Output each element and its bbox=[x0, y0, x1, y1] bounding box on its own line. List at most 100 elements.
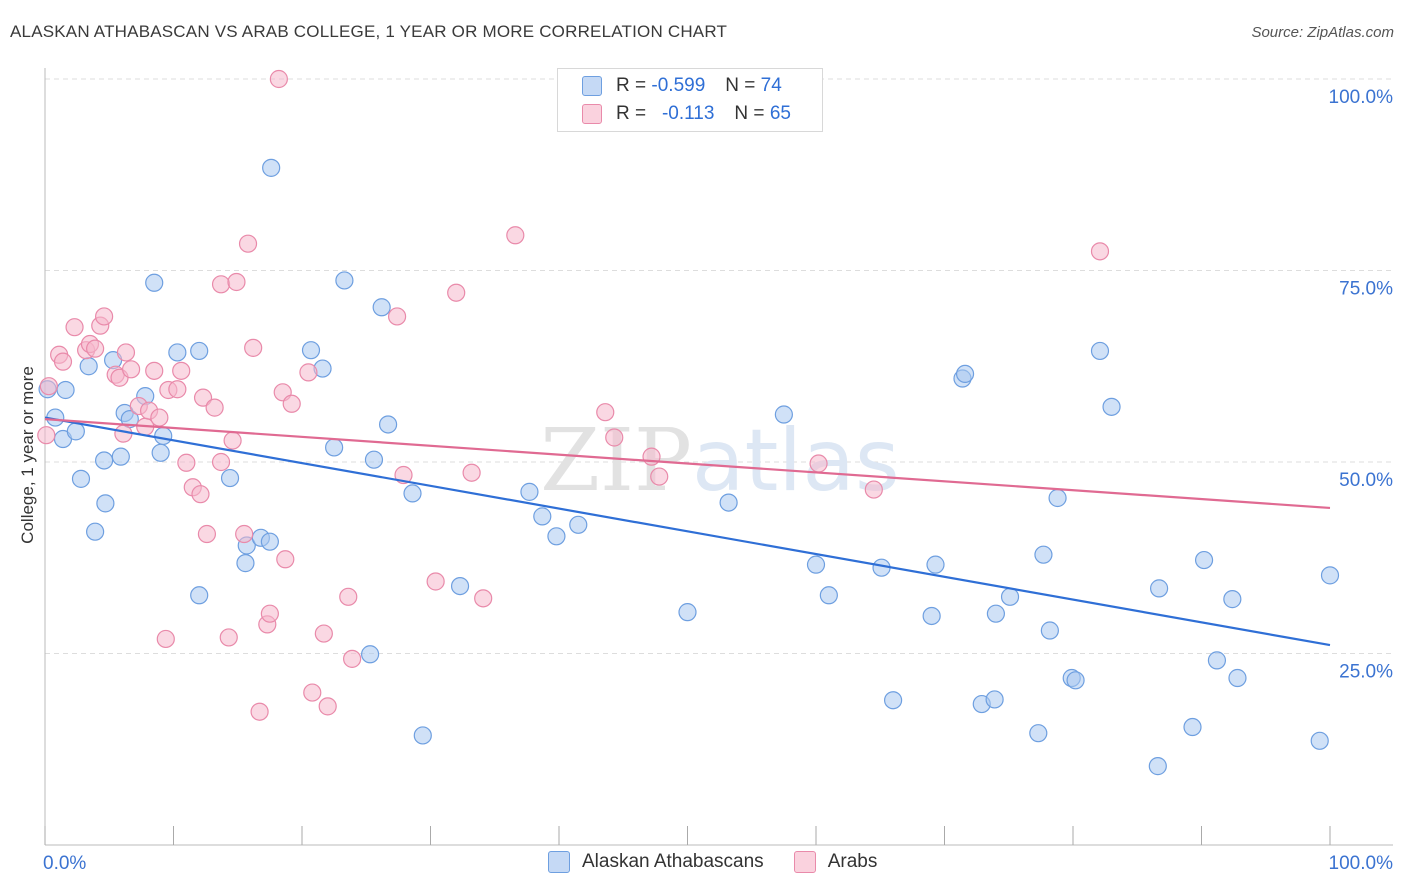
legend-n-value: 65 bbox=[769, 103, 791, 124]
athabascan-point bbox=[520, 482, 539, 501]
athabascan-point bbox=[955, 364, 975, 384]
athabascan-point bbox=[66, 422, 85, 441]
legend-n-value: 74 bbox=[760, 75, 782, 96]
arab-point bbox=[864, 480, 883, 499]
athabascan-point bbox=[926, 555, 945, 574]
athabascan-point bbox=[1029, 724, 1048, 743]
athabascan-point bbox=[1207, 651, 1227, 670]
athabascan-point bbox=[86, 522, 105, 541]
axes bbox=[44, 68, 1393, 846]
athabascan-point bbox=[372, 298, 391, 317]
legend-label: Arabs bbox=[827, 851, 878, 872]
athabascan-point bbox=[262, 158, 281, 177]
athabascan-point bbox=[986, 604, 1006, 623]
legend-row-arab: R = -0.113 N = 65 bbox=[582, 102, 791, 126]
legend-swatch-pink bbox=[793, 851, 816, 873]
x-tick-label: 0.0% bbox=[43, 853, 86, 874]
arab-point bbox=[145, 361, 164, 380]
arab-point bbox=[303, 683, 322, 702]
athabascan-point bbox=[1066, 671, 1085, 690]
arab-point bbox=[447, 283, 466, 302]
arab-point bbox=[191, 485, 210, 504]
arab-point bbox=[227, 272, 246, 292]
athabascan-point bbox=[168, 343, 187, 362]
arab-point bbox=[65, 318, 84, 337]
arab-point bbox=[211, 452, 231, 472]
athabascan-point bbox=[883, 691, 903, 710]
athabascan-point bbox=[1090, 341, 1110, 361]
legend-swatch-blue bbox=[582, 76, 602, 96]
legend-r-label: R = bbox=[616, 103, 647, 124]
athabascan-point bbox=[922, 606, 941, 626]
watermark: ZIPatlas bbox=[540, 411, 899, 511]
athabascan-point bbox=[79, 357, 98, 376]
athabascan-point bbox=[719, 493, 738, 512]
arab-point bbox=[116, 343, 136, 362]
arab-point bbox=[269, 69, 288, 89]
athabascan-point bbox=[450, 576, 470, 596]
legend-r-label: R = bbox=[616, 75, 647, 96]
athabascan-point bbox=[1223, 590, 1242, 609]
athabascan-point bbox=[95, 451, 114, 470]
athabascan-point bbox=[1040, 621, 1059, 640]
athabascan-point bbox=[547, 527, 566, 546]
y-tick-label: 75.0% bbox=[1339, 279, 1393, 300]
arab-point bbox=[219, 628, 238, 647]
arab-point bbox=[121, 360, 141, 379]
tick-labels: 25.0% 50.0% 75.0% 100.0% 0.0% 100.0% bbox=[43, 87, 1393, 874]
athabascan-point bbox=[774, 405, 793, 424]
arab-point bbox=[250, 702, 269, 721]
athabascan-point bbox=[260, 532, 279, 551]
y-tick-label: 50.0% bbox=[1339, 470, 1393, 491]
arab-point bbox=[276, 550, 295, 569]
athabascan-point bbox=[1102, 397, 1121, 416]
arab-point bbox=[605, 428, 624, 447]
athabascan-point bbox=[806, 555, 826, 574]
athabascan-point bbox=[819, 586, 838, 605]
data-points bbox=[37, 69, 1340, 776]
athabascan-point bbox=[678, 603, 697, 622]
arab-point bbox=[235, 524, 254, 544]
arab-point bbox=[650, 467, 669, 486]
athabascan-point bbox=[236, 554, 255, 573]
arab-point bbox=[244, 338, 263, 357]
athabascan-point bbox=[378, 415, 398, 434]
arab-point bbox=[642, 447, 661, 466]
legend-item-arab[interactable]: Arabs bbox=[793, 851, 878, 873]
series-legend: Alaskan Athabascans Arabs bbox=[548, 851, 907, 873]
athabascan-point bbox=[325, 438, 344, 457]
athabascan-point bbox=[190, 586, 209, 605]
legend-item-athabascan[interactable]: Alaskan Athabascans bbox=[548, 851, 764, 873]
legend-r-value: -0.599 bbox=[651, 75, 706, 96]
arab-point bbox=[223, 431, 242, 450]
arab-point bbox=[95, 307, 114, 326]
athabascan-trend-line bbox=[44, 416, 1331, 647]
athabascan-point bbox=[1320, 566, 1340, 585]
trend-lines bbox=[44, 416, 1331, 647]
arab-point bbox=[37, 426, 56, 445]
correlation-legend: R = -0.599 N = 74 R = -0.113 N = 65 bbox=[557, 68, 823, 132]
athabascan-point bbox=[361, 645, 380, 664]
athabascan-point bbox=[569, 515, 588, 534]
y-tick-label: 100.0% bbox=[1329, 87, 1394, 108]
y-tick-label: 25.0% bbox=[1339, 662, 1393, 683]
athabascan-point bbox=[154, 426, 173, 446]
athabascan-point bbox=[1149, 579, 1169, 598]
athabascan-point bbox=[96, 494, 115, 513]
x-tick-label: 100.0% bbox=[1329, 853, 1394, 874]
arab-point bbox=[387, 307, 407, 326]
athabascan-point bbox=[364, 450, 384, 469]
athabascan-point bbox=[403, 484, 422, 503]
athabascan-point bbox=[151, 443, 170, 462]
y-axis-label: College, 1 year or more bbox=[18, 366, 37, 544]
arab-point bbox=[596, 403, 615, 422]
athabascan-point bbox=[1048, 488, 1067, 508]
legend-n-label: N = bbox=[725, 75, 756, 96]
arab-point bbox=[339, 587, 358, 606]
arab-point bbox=[177, 453, 196, 472]
arab-point bbox=[156, 629, 175, 649]
arab-point bbox=[86, 339, 105, 358]
arab-point bbox=[211, 275, 231, 294]
arab-point bbox=[426, 572, 445, 591]
